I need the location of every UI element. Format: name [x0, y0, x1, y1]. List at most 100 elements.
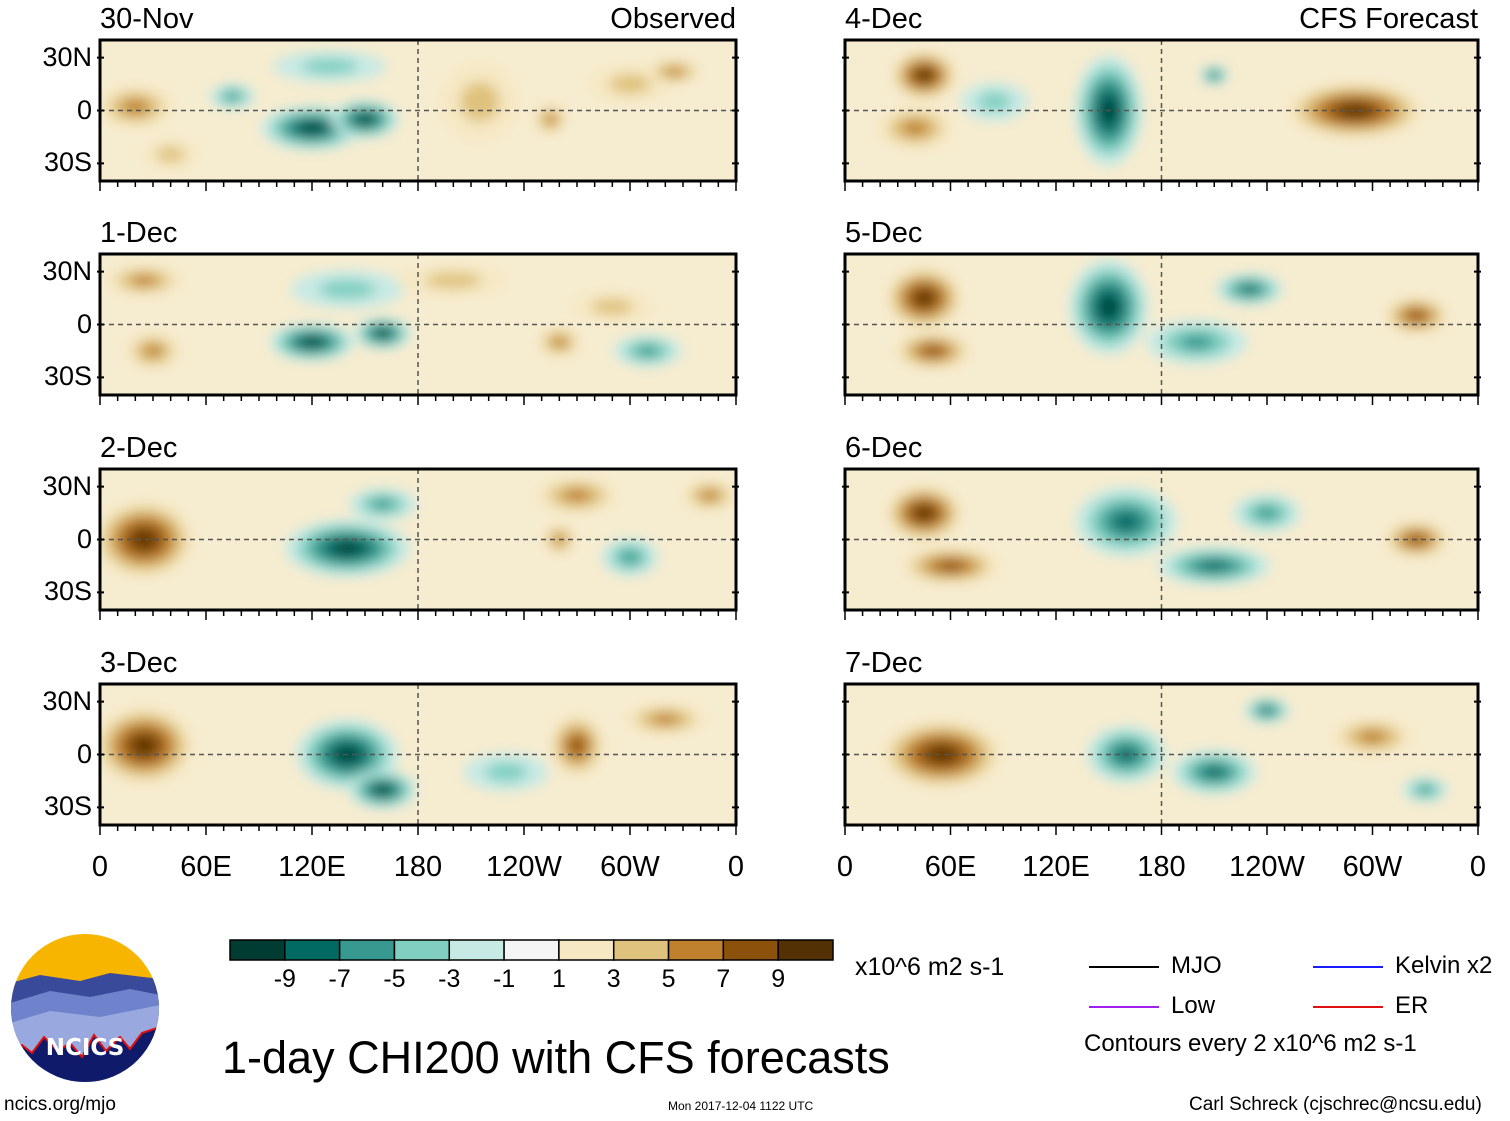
anomaly-contour — [636, 345, 659, 357]
panel-date-label: 4-Dec — [845, 3, 923, 35]
colorbar-tick-label: 5 — [661, 965, 676, 993]
anomaly-contour — [929, 747, 955, 762]
anomaly-contour — [1100, 297, 1117, 317]
anomaly-contour — [1408, 310, 1425, 321]
anomaly-contour — [224, 92, 241, 101]
anomaly-contour — [133, 531, 155, 548]
anomaly-contour — [301, 58, 358, 75]
colorbar-tick-label: -9 — [273, 965, 296, 993]
anomaly-contour — [143, 344, 163, 358]
anomaly-contour — [923, 346, 943, 356]
lon-tick-label: 60W — [600, 851, 660, 883]
anomaly-contour — [1340, 104, 1369, 117]
anomaly-contour — [319, 279, 376, 299]
colorbar-swatch — [503, 939, 560, 961]
anomaly-contour — [375, 785, 390, 794]
anomaly-contour — [544, 114, 557, 125]
lat-tick-label: 0 — [76, 94, 92, 125]
lon-tick-label: 0 — [727, 851, 745, 883]
map-panel — [842, 467, 1481, 620]
anomaly-contour — [664, 67, 684, 76]
legend-label: ER — [1395, 992, 1429, 1019]
legend-label: Low — [1171, 992, 1216, 1019]
anomaly-contour — [156, 146, 185, 163]
panel-date-label: 7-Dec — [845, 647, 923, 679]
anomaly-contour — [334, 542, 360, 555]
anomaly-contour — [916, 291, 933, 305]
anomaly-contour — [460, 81, 500, 122]
legend-label: MJO — [1171, 952, 1222, 979]
lat-tick-label: 30N — [42, 255, 92, 286]
colorbar-swatch — [777, 939, 834, 961]
lon-tick-label: 120E — [1022, 851, 1090, 883]
anomaly-contour — [1261, 707, 1273, 714]
units-label: x10^6 m2 s-1 — [855, 953, 1005, 981]
anomaly-contour — [122, 99, 149, 115]
anomaly-contour — [562, 489, 592, 502]
anomaly-contour — [651, 713, 680, 725]
anomaly-contour — [700, 490, 719, 501]
anomaly-contour — [1255, 506, 1279, 520]
panel-date-label: 2-Dec — [100, 432, 178, 464]
anomaly-contour — [591, 298, 634, 315]
legend-label: Kelvin x2 — [1395, 952, 1493, 979]
lat-tick-label: 30S — [43, 576, 92, 607]
lon-tick-label: 180 — [1137, 851, 1186, 883]
anomaly-contour — [1179, 334, 1214, 350]
anomaly-contour — [377, 330, 389, 337]
colorbar-swatch — [448, 939, 505, 961]
colorbar-swatch — [229, 939, 286, 961]
anomaly-contour — [569, 737, 585, 754]
colorbar-swatch — [393, 939, 451, 961]
anomaly-contour — [1210, 72, 1218, 78]
legend-line-low — [1089, 1006, 1159, 1008]
lon-tick-label: 60E — [924, 851, 977, 883]
colorbar-tick-label: 3 — [606, 965, 621, 993]
lon-tick-label: 60E — [180, 851, 232, 883]
anomaly-contour — [425, 272, 482, 289]
anomaly-contour — [1203, 766, 1225, 778]
colorbar-tick-label: -7 — [328, 965, 351, 993]
colorbar-swatch — [612, 939, 670, 961]
anomaly-contour — [1113, 513, 1139, 531]
anomaly-contour — [301, 123, 323, 133]
anomaly-contour — [902, 120, 929, 136]
timestamp: Mon 2017-12-04 1122 UTC — [668, 1099, 814, 1113]
panel-date-label: 3-Dec — [100, 647, 178, 679]
anomaly-contour — [130, 275, 158, 286]
anomaly-contour — [977, 92, 1012, 112]
legend-line-kelvin-x2 — [1313, 966, 1383, 968]
lon-tick-label: 0 — [836, 851, 854, 883]
anomaly-contour — [1417, 785, 1433, 794]
panel-date-label: 6-Dec — [845, 432, 923, 464]
colorbar-tick-label: -1 — [492, 965, 516, 993]
anomaly-contour — [371, 498, 394, 510]
colorbar — [229, 939, 834, 961]
lat-tick-label: 30N — [42, 41, 92, 72]
anomaly-contour — [917, 70, 931, 81]
legend-line-mjo — [1089, 966, 1159, 968]
anomaly-contour — [620, 550, 640, 564]
ncics-logo: NCICS — [10, 933, 160, 1083]
map-panel — [842, 682, 1481, 835]
map-panel — [842, 38, 1481, 191]
colorbar-tick-label: 7 — [716, 965, 731, 993]
anomaly-contour — [1200, 561, 1229, 571]
site-url[interactable]: ncics.org/mjo — [4, 1094, 116, 1115]
lon-tick-label: 0 — [91, 851, 109, 883]
anomaly-contour — [551, 336, 567, 348]
lat-tick-label: 0 — [76, 523, 92, 554]
panel-tag-label: CFS Forecast — [1299, 3, 1478, 35]
anomaly-contour — [916, 507, 933, 519]
anomaly-contour — [1240, 285, 1258, 294]
lon-tick-label: 120W — [486, 851, 562, 883]
map-panel — [97, 467, 739, 620]
chart-title: 1-day CHI200 with CFS forecasts — [222, 1032, 890, 1083]
anomaly-contour — [485, 762, 528, 782]
lat-tick-label: 30N — [42, 685, 92, 716]
anomaly-contour — [937, 561, 964, 571]
anomaly-contour — [133, 737, 155, 754]
map-panel — [97, 252, 739, 405]
lon-tick-label: 120W — [1229, 851, 1305, 883]
anomaly-contour — [608, 74, 652, 94]
